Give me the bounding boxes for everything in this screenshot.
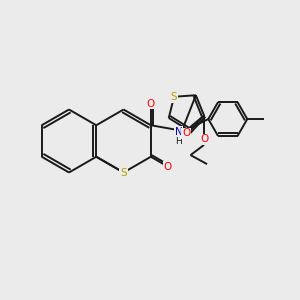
Text: O: O (147, 99, 155, 109)
Text: O: O (200, 134, 208, 145)
Text: O: O (182, 128, 190, 139)
Text: S: S (120, 167, 127, 178)
Text: O: O (164, 161, 172, 172)
Text: S: S (171, 92, 177, 102)
Text: N: N (175, 127, 183, 137)
Text: H: H (176, 137, 182, 146)
